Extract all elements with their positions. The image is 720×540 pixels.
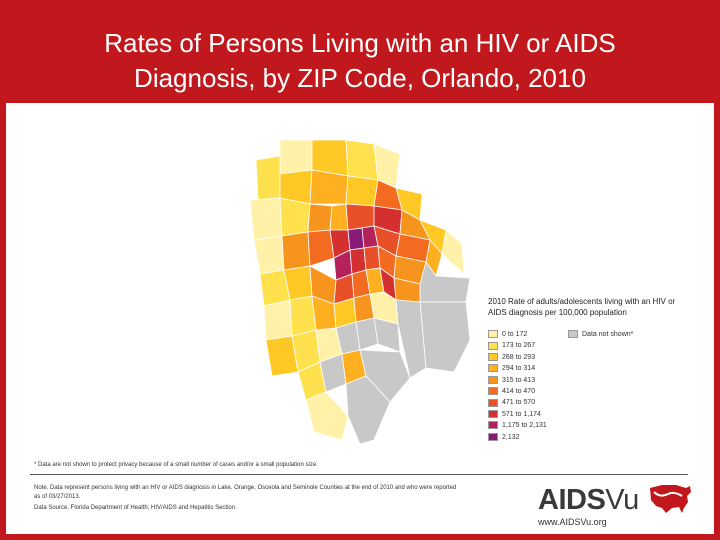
logo-text: AIDSVu <box>538 484 639 517</box>
legend-item: 268 to 293 <box>488 352 536 363</box>
legend-swatch <box>488 398 498 407</box>
logo-text-bold: AIDS <box>538 484 606 516</box>
legend-label: 2,132 <box>502 433 520 441</box>
zip-region <box>255 155 281 201</box>
aidsvu-logo: AIDSVu <box>538 482 693 524</box>
footnote: * Data are not shown to protect privacy … <box>34 462 318 468</box>
legend-swatch <box>488 364 498 373</box>
us-map-icon <box>650 485 691 513</box>
zip-region <box>349 247 367 275</box>
zip-region <box>395 299 427 379</box>
title-line-1: Rates of Persons Living with an HIV or A… <box>104 28 616 58</box>
legend-label: 173 to 267 <box>502 342 536 350</box>
legend-label: 1,175 to 2,131 <box>502 422 547 430</box>
zip-region <box>253 235 285 275</box>
legend-swatch <box>488 421 498 430</box>
zip-code-choropleth-map <box>250 140 471 445</box>
legend-label: 315 to 413 <box>502 376 536 384</box>
zip-region <box>289 295 317 337</box>
zip-region <box>307 229 335 267</box>
legend-swatch <box>568 330 578 339</box>
zip-region <box>345 140 379 181</box>
divider <box>30 474 688 475</box>
legend-label: 414 to 470 <box>502 388 536 395</box>
zip-region <box>281 231 311 271</box>
legend-swatch <box>488 432 498 441</box>
zip-region <box>307 203 333 233</box>
slide-title: Rates of Persons Living with an HIV or A… <box>0 26 720 96</box>
zip-region <box>305 391 349 441</box>
zip-region <box>345 203 375 231</box>
zip-region <box>263 299 293 341</box>
legend-item: 315 to 413 <box>488 375 536 386</box>
legend-label: Data not shown* <box>582 331 634 338</box>
title-line-2: Diagnosis, by ZIP Code, Orlando, 2010 <box>134 63 586 93</box>
legend-label: 268 to 293 <box>502 353 536 361</box>
legend-title: 2010 Rate of adults/adolescents living w… <box>488 297 676 317</box>
logo-text-light: Vu <box>605 484 639 516</box>
zip-region <box>419 301 471 373</box>
zip-region <box>279 197 311 237</box>
legend-swatch <box>488 341 498 350</box>
legend-label: 294 to 314 <box>502 365 536 373</box>
website-url: www.AIDSVu.org <box>538 517 607 527</box>
legend-item-suppressed: Data not shown* <box>568 330 633 340</box>
legend-item: 414 to 470 <box>488 387 535 397</box>
zip-region <box>347 227 365 251</box>
legend-item: 471 to 570 <box>488 398 535 408</box>
zip-region <box>250 197 283 241</box>
zip-region <box>279 140 313 175</box>
title-bar: Rates of Persons Living with an HIV or A… <box>0 0 720 103</box>
legend-swatch <box>488 409 498 418</box>
data-source: Data Source. Florida Department of Healt… <box>34 505 237 511</box>
zip-region <box>309 169 349 205</box>
legend-item: 294 to 314 <box>488 364 535 374</box>
legend-swatch <box>488 375 498 384</box>
zip-region <box>441 229 465 275</box>
map-regions <box>250 140 471 445</box>
legend-item: 1,175 to 2,131 <box>488 421 547 431</box>
legend-label: 571 to 1,174 <box>502 410 541 418</box>
legend-item: 571 to 1,174 <box>488 409 541 420</box>
legend-label: 471 to 570 <box>502 399 536 407</box>
zip-region <box>363 245 381 271</box>
legend-item: 173 to 267 <box>488 341 535 351</box>
zip-region <box>329 203 349 231</box>
legend-label: 0 to 172 <box>502 331 528 338</box>
legend-swatch <box>488 352 498 361</box>
legend-item: 0 to 172 <box>488 330 527 340</box>
zip-region <box>359 349 411 403</box>
legend-item: 2,132 <box>488 432 520 443</box>
note-text: Note. Data represent persons living with… <box>34 485 457 500</box>
legend-swatch <box>488 387 498 396</box>
legend-swatch <box>488 330 498 339</box>
zip-region <box>345 175 379 207</box>
